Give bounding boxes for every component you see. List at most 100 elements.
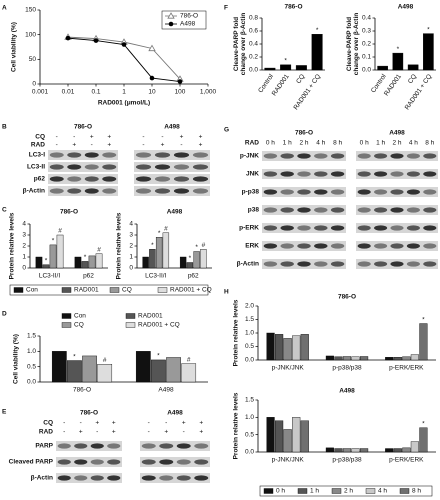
blot-band [330, 171, 345, 177]
legend-swatch [331, 488, 342, 494]
legend-swatch [297, 488, 308, 494]
chart-title: A498 [339, 388, 355, 395]
bar [283, 429, 292, 453]
lane-label: + [107, 142, 111, 149]
blot-band [280, 171, 294, 177]
y-tick-label: 0.0 [27, 379, 36, 386]
blot-band [102, 152, 117, 158]
blot-band [263, 225, 278, 231]
bar [360, 356, 369, 361]
blot-band [357, 225, 371, 231]
blot-band [297, 261, 311, 267]
blot-band [141, 443, 156, 449]
blot-band [357, 207, 371, 213]
x-tick-label: p62 [83, 273, 94, 280]
y-tick-label: 0.5 [27, 363, 36, 370]
x-tick-label: p-JNK/JNK [272, 457, 305, 464]
blot-band [390, 171, 404, 177]
blot-band [135, 152, 152, 158]
data-point [65, 35, 71, 41]
blot-band [263, 207, 278, 213]
significance-label: * [73, 353, 76, 360]
blot-band [423, 153, 437, 159]
bar [423, 33, 434, 71]
legend-swatch [365, 488, 376, 494]
bar [266, 332, 275, 361]
blot-band [423, 225, 437, 231]
y-tick-label: 1.5 [245, 397, 254, 404]
lane-label: + [161, 142, 165, 149]
bar [377, 65, 388, 71]
bar [35, 256, 43, 269]
data-point [121, 42, 127, 47]
blot-band [330, 225, 345, 231]
blot-band [67, 164, 82, 170]
lane-label: + [199, 134, 203, 141]
blot-strip [48, 186, 118, 196]
blot-band [176, 443, 191, 449]
blot-band [280, 225, 294, 231]
y-tick-label: 1 [129, 254, 133, 261]
bar [162, 232, 170, 269]
significance-label: * [45, 257, 48, 264]
legend-swatch [61, 322, 72, 328]
lane-label: 4 h [409, 140, 418, 147]
y-axis-label: Protein relative levels [232, 299, 240, 367]
blot-band [297, 189, 311, 195]
blot-band [173, 152, 190, 158]
panel-label: D [2, 311, 7, 318]
blot-band [263, 171, 278, 177]
legend-label: A498 [180, 21, 196, 28]
blot-band [74, 443, 88, 449]
bar [81, 261, 89, 269]
y-axis-label: Protein relative levels [115, 212, 123, 280]
blot-strip [140, 457, 210, 467]
group-title: A498 [389, 130, 405, 137]
blot-band [423, 189, 437, 195]
band-label: p-p38 [242, 189, 260, 196]
bar [200, 249, 207, 269]
bar [393, 357, 402, 361]
blot-strip [140, 473, 210, 483]
blot-band [49, 164, 64, 170]
blot-strip [48, 150, 118, 160]
x-tick-label: LC3-II/I [145, 273, 167, 280]
band-label: p62 [34, 176, 46, 183]
bar [151, 359, 166, 383]
group-title: 786-O [80, 410, 98, 417]
bar [135, 351, 151, 383]
lane-label: 0 h [266, 140, 275, 147]
bar [193, 251, 200, 269]
blot-band [173, 164, 190, 170]
y-tick-label: 0.4 [362, 15, 371, 22]
legend-label: RAD001 + CQ [170, 287, 212, 294]
significance-label: # [97, 246, 101, 253]
x-tick-label: A498 [158, 387, 174, 394]
blot-band [57, 443, 71, 449]
significance-label: * [189, 255, 192, 262]
blot-band [374, 225, 388, 231]
bar [142, 256, 149, 269]
lane-label: - [63, 429, 65, 436]
blot-band [390, 225, 404, 231]
bar [82, 355, 97, 383]
blot-strip [48, 174, 118, 184]
blot-band [314, 207, 328, 213]
blot-band [102, 188, 117, 194]
blot-band [357, 189, 371, 195]
x-tick-label: 100 [175, 89, 186, 96]
y-axis-label: Cell viability (%) [12, 334, 20, 384]
panel-label: A [2, 5, 7, 12]
significance-label: # [187, 356, 191, 363]
bar [342, 448, 352, 453]
y-tick-label: 0.0 [245, 449, 254, 456]
significance-label: * [316, 27, 319, 34]
blot-band [135, 188, 152, 194]
blot-band [102, 176, 117, 182]
blot-band [154, 164, 171, 170]
blot-band [192, 164, 209, 170]
blot-band [49, 188, 64, 194]
significance-label: # [58, 228, 62, 235]
lane-label: 1 h [376, 140, 385, 147]
